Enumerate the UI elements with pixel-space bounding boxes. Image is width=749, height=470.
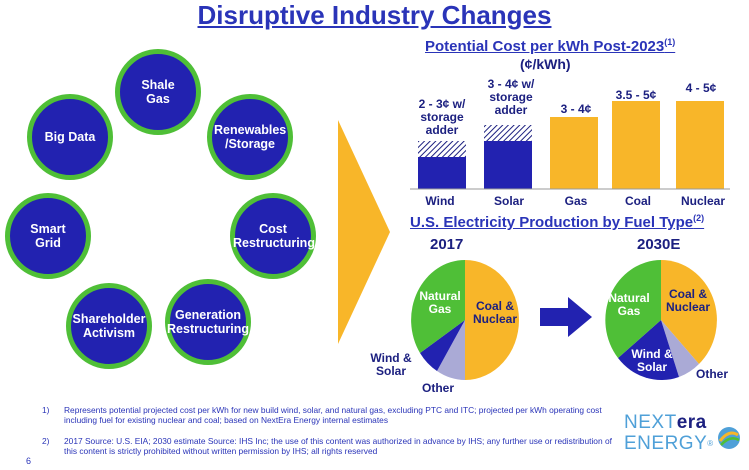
cost-chart-unit: (¢/kWh) xyxy=(520,56,571,72)
production-title-text: U.S. Electricity Production by Fuel Type xyxy=(410,214,694,231)
bar-solar xyxy=(484,141,532,189)
pie-2030e xyxy=(605,260,717,381)
production-footnote-ref: (2) xyxy=(693,213,705,223)
pie2030-label-other: Other xyxy=(695,367,728,381)
bar-label-solar: 3 - 4¢ w/ storage adder xyxy=(487,77,535,117)
footnote-1-text: Represents potential projected cost per … xyxy=(64,405,602,425)
chevron-arrow-icon xyxy=(338,120,390,344)
logo-line1: NEXTera xyxy=(624,413,744,433)
bar-label-coal: 3.5 - 5¢ xyxy=(615,88,657,102)
x-tick-wind: Wind xyxy=(425,194,455,208)
cost-chart-title-text: Potential Cost per kWh Post-2023 xyxy=(425,38,665,55)
cost-bar-chart xyxy=(410,101,730,190)
page-title: Disruptive Industry Changes xyxy=(197,0,552,30)
pie-2017 xyxy=(411,260,519,380)
circle-label: Shareholder Activism xyxy=(72,312,146,340)
footnote-1-number: 1) xyxy=(42,405,50,415)
footnote-2-text: 2017 Source: U.S. EIA; 2030 estimate Sou… xyxy=(64,436,612,456)
pie-year-2030e: 2030E xyxy=(637,236,681,253)
circle-label: Big Data xyxy=(44,130,96,144)
x-tick-nuclear: Nuclear xyxy=(680,194,726,208)
footnote-2-number: 2) xyxy=(42,436,50,446)
circle-renewables: Renewables /Storage xyxy=(207,94,293,180)
bar-label-gas: 3 - 4¢ xyxy=(560,102,592,116)
circle-smart-grid: Smart Grid xyxy=(5,193,91,279)
pie2017-label-coal-nuclear: Coal & Nuclear xyxy=(472,299,518,326)
pie-year-2017: 2017 xyxy=(430,236,464,253)
circle-shale-gas: Shale Gas xyxy=(115,49,201,135)
x-tick-solar: Solar xyxy=(493,194,524,208)
circle-label: Renewables /Storage xyxy=(214,123,287,151)
x-tick-gas: Gas xyxy=(564,194,588,208)
cost-chart-footnote-ref: (1) xyxy=(664,37,676,47)
circle-cost-restructuring: Cost Restructuring xyxy=(230,193,316,279)
bar-gas xyxy=(550,117,598,189)
nextera-logo: NEXTera ENERGY® xyxy=(624,413,744,455)
bar-storage-adder-solar xyxy=(484,125,532,141)
pie2030-label-coal-nuclear: Coal & Nuclear xyxy=(665,287,711,314)
circle-label: Cost Restructuring xyxy=(233,222,315,250)
page-number: 6 xyxy=(26,456,32,466)
logo-swoosh-icon xyxy=(718,427,740,449)
bar-wind xyxy=(418,157,466,189)
circle-label: Smart Grid xyxy=(30,222,66,250)
x-tick-coal: Coal xyxy=(624,194,651,208)
cost-chart-title: Potential Cost per kWh Post-2023(1) xyxy=(425,37,675,55)
pie2017-label-wind-solar: Wind & Solar xyxy=(370,351,412,378)
circle-label: Generation Restructuring xyxy=(167,308,249,336)
bar-storage-adder-wind xyxy=(418,141,466,157)
pie2017-label-natural-gas: Natural Gas xyxy=(419,289,461,316)
logo-mark: ® xyxy=(707,439,714,448)
circle-generation-restructuring: Generation Restructuring xyxy=(165,279,251,365)
logo-era: era xyxy=(676,412,707,433)
bar-coal xyxy=(612,101,660,189)
bar-label-wind: 2 - 3¢ w/ storage adder xyxy=(418,97,466,137)
pie2017-label-other: Other xyxy=(421,381,454,395)
logo-next: NEXT xyxy=(624,412,677,433)
bar-label-nuclear: 4 - 5¢ xyxy=(685,81,717,95)
circle-shareholder-activism: Shareholder Activism xyxy=(66,283,152,369)
right-arrow-icon xyxy=(540,297,592,337)
circle-label: Shale Gas xyxy=(141,78,175,106)
production-title: U.S. Electricity Production by Fuel Type… xyxy=(410,213,704,231)
pie2030-label-wind-solar: Wind & Solar xyxy=(631,347,673,374)
logo-line2: ENERGY® xyxy=(624,433,744,455)
pie2030-label-natural-gas: Natural Gas xyxy=(608,291,650,318)
bar-nuclear xyxy=(676,101,724,189)
logo-energy: ENERGY xyxy=(624,433,708,454)
circle-big-data: Big Data xyxy=(27,94,113,180)
